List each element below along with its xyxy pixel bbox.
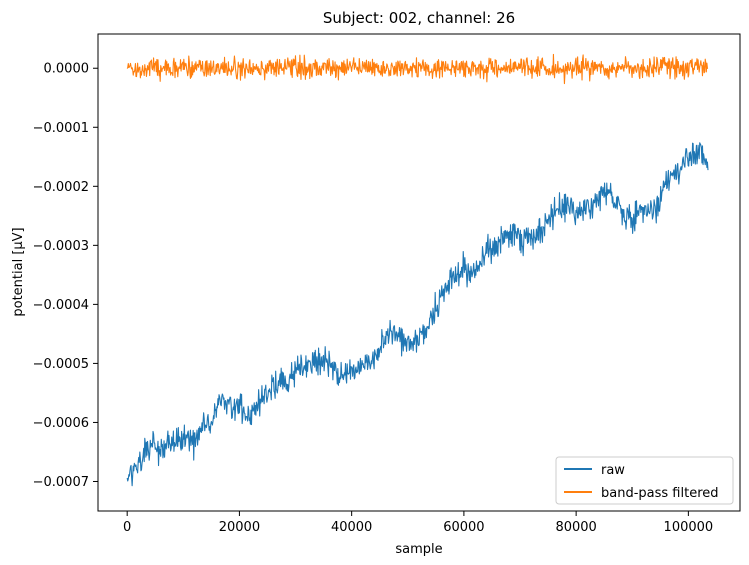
plot-area — [98, 34, 740, 511]
legend-box — [555, 456, 734, 505]
y-axis: 0.0000 −0.0001 −0.0002 −0.0003 −0.0004 −0.000… — [33, 62, 98, 490]
x-tick-label: 100000 — [664, 520, 714, 535]
legend-label-band-pass-filtered: band-pass filtered — [601, 486, 719, 501]
y-tick-label: 0.0000 — [44, 62, 90, 77]
x-tick-label: 20000 — [219, 520, 260, 535]
y-tick-label: −0.0001 — [33, 121, 89, 136]
legend: raw band-pass filtered — [555, 456, 734, 505]
y-axis-label: potential [µV] — [11, 227, 26, 316]
series-line-band-pass-filtered — [126, 53, 709, 85]
x-axis: 0 20000 40000 60000 80000 100000 — [123, 511, 713, 535]
x-tick-label: 80000 — [555, 520, 596, 535]
x-tick-label: 60000 — [443, 520, 484, 535]
y-tick-label: −0.0005 — [33, 357, 89, 372]
series-layer — [126, 53, 709, 487]
x-tick-label: 40000 — [331, 520, 372, 535]
legend-label-raw: raw — [601, 463, 625, 478]
y-tick-label: −0.0007 — [33, 475, 89, 490]
x-axis-label: sample — [395, 542, 442, 557]
y-tick-label: −0.0006 — [33, 416, 89, 431]
y-tick-label: −0.0002 — [33, 180, 89, 195]
y-tick-label: −0.0004 — [33, 298, 89, 313]
series-line-raw — [126, 142, 709, 487]
chart-title: Subject: 002, channel: 26 — [323, 9, 515, 27]
x-tick-label: 0 — [123, 520, 131, 535]
y-tick-label: −0.0003 — [33, 239, 89, 254]
plot-frame — [97, 33, 741, 512]
